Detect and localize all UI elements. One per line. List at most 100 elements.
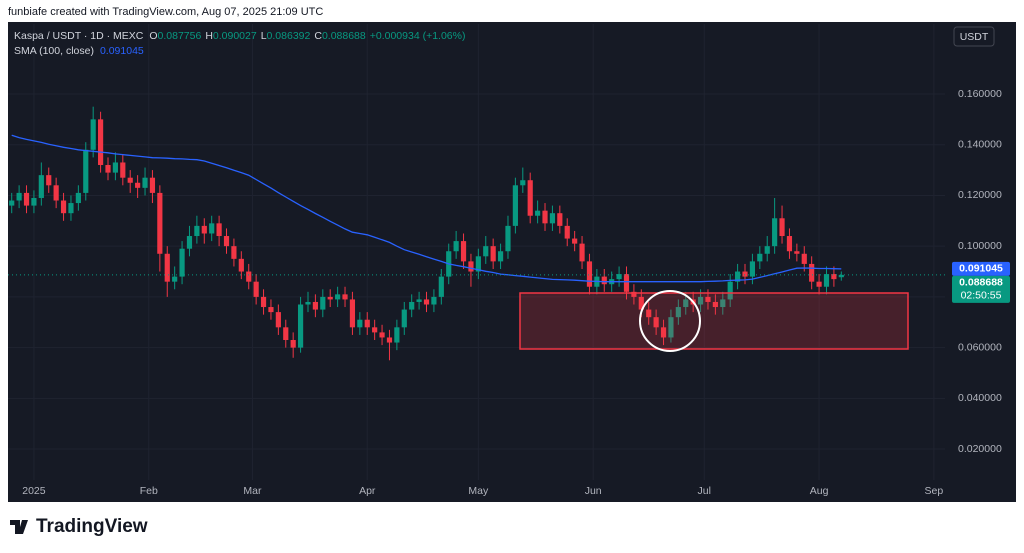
candle-body — [535, 210, 541, 216]
candle-body — [438, 276, 444, 297]
y-tick-label: 0.120000 — [958, 189, 1002, 201]
candle-body — [720, 299, 726, 308]
highlight-circle — [639, 290, 701, 352]
demand-zone — [519, 292, 909, 350]
candle-body — [816, 281, 822, 287]
x-tick-label: May — [468, 485, 489, 497]
candle-body — [564, 225, 570, 239]
candle-body — [460, 241, 467, 262]
sma-price-tag — [952, 261, 1010, 276]
candle-body — [320, 296, 326, 310]
candle-body — [453, 241, 459, 252]
candle-body — [31, 197, 37, 206]
candle-body — [586, 261, 593, 287]
candle-body — [305, 301, 311, 305]
credit: funbiafe created with TradingView.com, A… — [8, 6, 323, 18]
candle-body — [127, 177, 133, 183]
candle-body — [779, 218, 785, 237]
candle-body — [505, 225, 511, 252]
candle-body — [490, 246, 496, 262]
currency-button[interactable] — [953, 26, 995, 47]
close-value: 0.088688 — [322, 30, 366, 42]
sma-price-label: 0.091045 — [959, 263, 1003, 275]
x-tick-label: Mar — [243, 485, 262, 497]
candle-body — [631, 291, 637, 297]
candle-body — [623, 274, 630, 292]
currency-label[interactable]: USDT — [960, 31, 989, 43]
sma-line — [11, 134, 842, 283]
candle-body — [638, 296, 644, 310]
y-tick-label: 0.160000 — [958, 88, 1002, 100]
candle-body — [742, 271, 748, 277]
low-value: 0.086392 — [267, 30, 311, 42]
x-tick-label: Aug — [810, 485, 829, 497]
symbol: Kaspa / USDT · 1D · MEXC — [14, 30, 144, 42]
countdown-label: 02:50:55 — [961, 290, 1002, 302]
sma-legend: SMA (100, close) 0.091045 — [14, 45, 144, 57]
candle-body — [216, 223, 222, 237]
candle-body — [809, 263, 815, 282]
candle-body — [497, 251, 504, 262]
y-tick-label: 0.040000 — [958, 392, 1002, 404]
candle-body — [38, 175, 44, 198]
y-tick-label: 0.060000 — [958, 341, 1002, 353]
candle-body — [75, 192, 81, 204]
candle-body — [297, 304, 304, 348]
candle-body — [135, 182, 141, 188]
candle-body — [246, 271, 252, 282]
brand-icon — [10, 520, 28, 534]
candle-body — [394, 327, 400, 343]
candle-body — [697, 296, 704, 305]
x-tick-label: Feb — [140, 485, 158, 497]
candle-body — [16, 192, 22, 201]
candle-body — [557, 213, 563, 226]
candle-body — [268, 307, 274, 313]
open-prefix: O — [149, 30, 157, 42]
y-tick-label: 0.020000 — [958, 443, 1002, 455]
x-tick-label: Sep — [925, 485, 944, 497]
candle-body — [60, 200, 67, 214]
candle-body — [97, 119, 104, 166]
candle-body — [735, 271, 741, 282]
candle-body — [653, 317, 659, 328]
candle-body — [23, 192, 30, 206]
candle-body — [223, 236, 230, 247]
candle-body — [275, 312, 281, 328]
candle-body — [616, 274, 622, 280]
candle-body — [335, 294, 341, 300]
candle-body — [172, 276, 178, 282]
sma-value: 0.091045 — [100, 45, 144, 57]
candle-body — [475, 256, 481, 272]
candle-body — [9, 200, 15, 206]
high-prefix: H — [205, 30, 213, 42]
candle-body — [646, 309, 652, 318]
candle-body — [764, 246, 770, 254]
candle-body — [423, 299, 430, 305]
candle-body — [542, 210, 548, 224]
annotations — [519, 290, 909, 352]
candle-body — [68, 203, 74, 214]
candle-body — [757, 253, 763, 262]
candle-body — [409, 301, 415, 310]
legend: Kaspa / USDT · 1D · MEXC O0.087756 H0.0900… — [14, 30, 465, 57]
candle-body — [379, 332, 385, 338]
candle-body — [579, 243, 585, 262]
candle-body — [823, 274, 830, 287]
candle-body — [90, 119, 96, 150]
candle-body — [105, 165, 111, 173]
x-tick-label: Jul — [698, 485, 711, 497]
candle-body — [801, 253, 807, 264]
candle-body — [668, 317, 674, 338]
candle-body — [527, 180, 533, 216]
close-prefix: C — [314, 30, 322, 42]
candle-body — [794, 251, 800, 254]
candle-body — [431, 296, 437, 305]
candle-body — [231, 246, 237, 259]
candle-body — [712, 301, 718, 308]
candle-body — [401, 309, 407, 328]
candle-body — [142, 177, 148, 188]
candle-body — [194, 225, 200, 237]
candle-body — [260, 296, 267, 308]
candle-body — [727, 281, 733, 300]
